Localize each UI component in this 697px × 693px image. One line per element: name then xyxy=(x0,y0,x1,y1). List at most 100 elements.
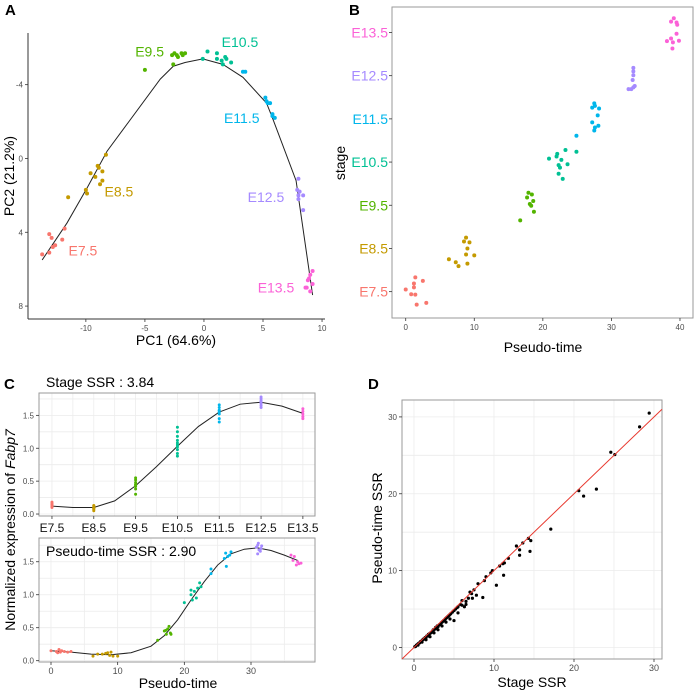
panel-d-gene-point xyxy=(420,640,424,644)
panel-a-point-e11-5 xyxy=(240,69,245,74)
panel-d-gene-point xyxy=(436,628,440,632)
panel-c-bottom-point-e9-5 xyxy=(164,632,168,636)
panel-c-bottom-point-e11-5 xyxy=(224,551,228,555)
panel-c-bottom-point-e8-5 xyxy=(111,654,115,658)
panel-b-point-e11-5 xyxy=(597,106,602,111)
panel-c-bottom-point-e10-5 xyxy=(196,586,200,590)
panel-b-x-tick-label: 20 xyxy=(538,323,547,332)
panel-c-top-point-e9-5 xyxy=(134,483,138,487)
panel-a-stage-label-e11-5: E11.5 xyxy=(224,110,260,126)
panel-b-point-e8-5 xyxy=(465,261,470,266)
panel-a-point-e10-5 xyxy=(220,62,225,67)
panel-c-top-point-e9-5 xyxy=(134,480,138,484)
panel-d-gene-point xyxy=(444,620,448,624)
panel-c-top-x-tick-label: E12.5 xyxy=(245,521,277,535)
panel-b-x-tick-label: 0 xyxy=(403,323,408,332)
panel-d-gene-point xyxy=(432,631,436,635)
panel-d-gene-point xyxy=(526,536,531,540)
panel-c-top-point-e13-5 xyxy=(301,407,305,411)
panel-b-point-e13-5 xyxy=(664,39,669,44)
panel-a-point-e11-5 xyxy=(270,114,275,119)
panel-d-gene-point xyxy=(489,571,493,575)
panel-c-bottom-fit-curve xyxy=(50,547,298,656)
panel-c-top-point-e13-5 xyxy=(301,415,305,419)
panel-a-y-title: PC2 (21.2%) xyxy=(1,136,17,216)
panel-a-point-e13-5 xyxy=(310,269,315,274)
panel-a-y-tick-label: -4 xyxy=(16,81,24,90)
panel-c-bottom-point-e8-5 xyxy=(100,652,104,656)
panel-c-top-point-e9-5 xyxy=(134,487,138,491)
panel-c-top-y-tick-label: 0.5 xyxy=(23,477,35,486)
panel-b-y-tick-label-e9-5: E9.5 xyxy=(359,197,388,213)
panel-b-point-e8-5 xyxy=(464,252,469,257)
panel-d-gene-point xyxy=(594,487,599,491)
panel-c-bottom-point-e7-5 xyxy=(66,650,70,654)
panel-b-point-e11-5 xyxy=(574,133,579,138)
panel-a-point-e7-5 xyxy=(47,250,52,255)
panel-b-y-tick-label-e11-5: E11.5 xyxy=(352,111,388,127)
panel-b-stage-vs-pseudotime: 0 10 20 30 40 E7.5 E8.5 E9.5 E10.5 E11.5 E12.5 E13.… xyxy=(351,6,694,332)
panel-a-stage-label-e10-5: E10.5 xyxy=(222,34,259,50)
panel-c-bottom-point-e11-5 xyxy=(209,572,213,576)
panel-a-point-e9-5 xyxy=(171,62,176,67)
panel-a-point-e7-5 xyxy=(60,237,65,242)
panel-c-bottom-point-e11-5 xyxy=(224,564,228,568)
panel-label-b: B xyxy=(349,2,360,19)
panel-a-y-tick-label: 4 xyxy=(19,228,24,237)
panel-c-top-frame xyxy=(38,392,316,517)
panel-d-identity-line xyxy=(401,408,663,660)
panel-c-bottom-point-e10-5 xyxy=(199,585,203,589)
panel-d-y-tick-label: 30 xyxy=(388,413,397,422)
panel-c-top-point-e8-5 xyxy=(92,503,96,507)
panel-a-point-e13-5 xyxy=(303,285,308,290)
panel-a-point-e12-5 xyxy=(301,208,306,213)
panel-a-point-e8-5 xyxy=(83,187,88,192)
panel-c-bottom-point-e10-5 xyxy=(194,596,198,600)
panel-a-point-e12-5 xyxy=(297,189,302,194)
panel-d-gene-point xyxy=(460,603,464,607)
panel-b-point-e9-5 xyxy=(531,198,536,203)
panel-c-bottom-point-e11-5 xyxy=(229,550,233,554)
panel-c-top-x-tick-label: E11.5 xyxy=(204,521,235,535)
panel-a-point-e10-5 xyxy=(214,56,219,61)
panel-d-y-tick-label: 20 xyxy=(388,490,397,499)
panel-b-point-e10-5 xyxy=(556,171,561,176)
panel-c-bottom-point-e7-5 xyxy=(49,649,53,653)
panel-d-gene-point xyxy=(452,618,456,623)
panel-c-bottom-point-e9-5 xyxy=(169,632,173,636)
panel-d-gene-point xyxy=(502,561,506,565)
panel-b-frame xyxy=(391,6,694,319)
panel-c-bottom-y-tick-label: 0.0 xyxy=(23,657,35,666)
panel-a-point-e7-5 xyxy=(47,232,52,237)
panel-c-top-point-e11-5 xyxy=(217,417,221,421)
panel-a-x-title: PC1 (64.6%) xyxy=(136,332,216,348)
panel-d-y-title: Pseudo-time SSR xyxy=(369,472,385,583)
panel-c-bottom-point-e12-5 xyxy=(256,552,260,556)
panel-b-point-e11-5 xyxy=(590,120,595,125)
panel-c-bottom-y-tick-label: 1.0 xyxy=(23,591,35,600)
panel-d-gene-point xyxy=(647,411,651,415)
panel-label-d: D xyxy=(368,376,379,393)
panel-a-point-e8-5 xyxy=(88,171,93,176)
panel-a-point-e8-5 xyxy=(103,152,108,157)
panel-a-point-e8-5 xyxy=(66,195,71,200)
panel-c-bottom-point-e10-5 xyxy=(182,601,186,605)
panel-b-point-e10-5 xyxy=(563,147,568,152)
panel-c-bottom-point-e10-5 xyxy=(192,589,196,593)
panel-b-point-e8-5 xyxy=(464,235,469,240)
panel-b-y-tick-label-e8-5: E8.5 xyxy=(359,240,388,256)
panel-label-c: C xyxy=(4,376,15,393)
panel-c-bottom-point-e12-5 xyxy=(256,541,260,545)
panel-b-y-title: stage xyxy=(332,146,348,180)
panel-b-point-e10-5 xyxy=(547,156,552,161)
panel-d-gene-point xyxy=(609,450,613,454)
panel-c-bottom-y-tick-label: 1.5 xyxy=(23,558,35,567)
panel-d-gene-point xyxy=(470,596,474,600)
panel-b-point-e8-5 xyxy=(446,257,451,262)
panel-d-gene-point xyxy=(481,595,485,600)
panel-d-gene-point xyxy=(514,544,519,548)
panel-a-point-e9-5 xyxy=(183,51,188,56)
panel-a-point-e12-5 xyxy=(296,176,301,181)
panel-a-x-tick-label: 0 xyxy=(202,324,207,333)
panel-a-y-tick-label: 8 xyxy=(19,302,24,311)
